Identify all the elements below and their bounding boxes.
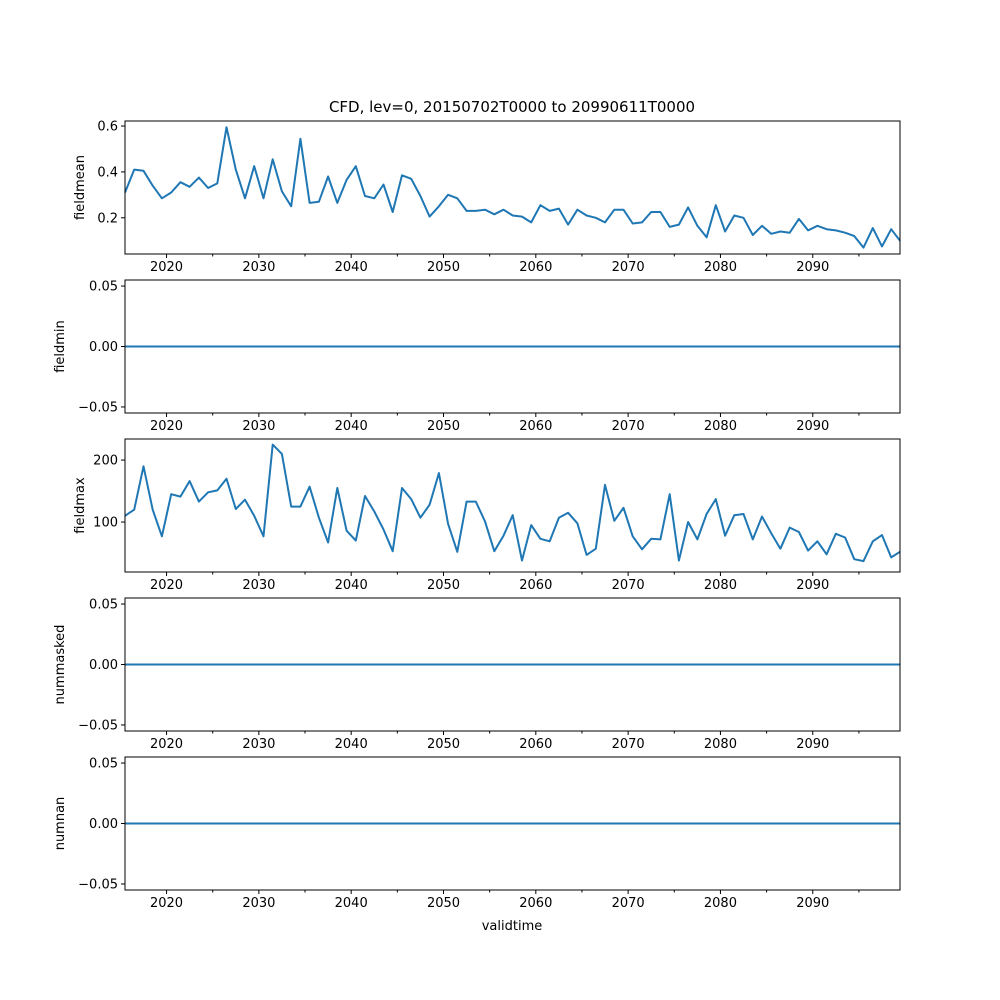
x-tick-label: 2050 (427, 737, 460, 752)
x-tick-label: 2040 (335, 578, 368, 593)
x-tick-label: 2030 (242, 737, 275, 752)
panel-fieldmin: −0.05 0.00 0.05 2020 2030 2040 2050 2060 2070 208… (53, 279, 901, 434)
y-tick-label: 0.00 (89, 340, 118, 355)
x-tick-label: 2050 (427, 578, 460, 593)
x-tick-label: 2040 (335, 260, 368, 275)
x-tick-label: 2080 (704, 260, 737, 275)
chart-title: CFD, lev=0, 20150702T0000 to 20990611T00… (329, 98, 695, 116)
y-tick-label: 0.05 (89, 757, 118, 772)
panel-numnan: −0.05 0.00 0.05 2020 2030 2040 2050 2060 2070 208… (53, 756, 901, 911)
y-tick-label: 0.05 (89, 280, 118, 295)
axes-frame (124, 120, 901, 255)
y-axis-label: fieldmax (73, 477, 88, 534)
series-line-fieldmean (124, 126, 901, 249)
x-tick-label: 2060 (519, 578, 552, 593)
x-tick-label: 2050 (427, 260, 460, 275)
x-tick-label: 2020 (150, 260, 183, 275)
x-tick-label: 2090 (796, 578, 829, 593)
x-tick-label: 2090 (796, 896, 829, 911)
x-tick-label: 2060 (519, 896, 552, 911)
x-axis-label: validtime (482, 919, 543, 934)
x-tick-label: 2060 (519, 737, 552, 752)
x-tick-label: 2030 (242, 578, 275, 593)
y-tick-label: 200 (93, 454, 118, 469)
x-tick-label: 2070 (612, 737, 645, 752)
y-axis-label: nummasked (53, 625, 68, 705)
x-tick-label: 2080 (704, 419, 737, 434)
x-tick-label: 2080 (704, 737, 737, 752)
x-tick-label: 2070 (612, 896, 645, 911)
y-tick-label: 0.2 (97, 211, 118, 226)
x-tick-label: 2080 (704, 578, 737, 593)
panel-nummasked: −0.05 0.00 0.05 2020 2030 2040 2050 2060 2070 208… (53, 597, 901, 752)
x-tick-label: 2030 (242, 260, 275, 275)
y-tick-label: −0.05 (78, 400, 118, 415)
x-tick-label: 2020 (150, 578, 183, 593)
x-tick-label: 2040 (335, 419, 368, 434)
y-tick-label: 0.00 (89, 658, 118, 673)
y-tick-label: 100 (93, 516, 118, 531)
y-tick-label: 0.00 (89, 817, 118, 832)
series-line-fieldmax (124, 443, 901, 563)
x-tick-label: 2020 (150, 737, 183, 752)
x-tick-label: 2070 (612, 419, 645, 434)
x-tick-label: 2030 (242, 419, 275, 434)
x-tick-label: 2040 (335, 737, 368, 752)
x-tick-label: 2060 (519, 419, 552, 434)
x-tick-label: 2090 (796, 419, 829, 434)
y-axis-label: numnan (53, 797, 68, 851)
y-tick-label: 0.05 (89, 598, 118, 613)
x-tick-label: 2050 (427, 896, 460, 911)
y-tick-label: −0.05 (78, 877, 118, 892)
x-tick-label: 2090 (796, 260, 829, 275)
x-tick-label: 2080 (704, 896, 737, 911)
x-tick-label: 2040 (335, 896, 368, 911)
panel-fieldmean: 0.2 0.4 0.6 2020 2030 2040 2050 2060 2070 2080 209… (73, 120, 901, 275)
axes-frame (124, 438, 901, 573)
y-axis-label: fieldmean (73, 155, 88, 220)
y-tick-label: 0.4 (97, 165, 118, 180)
x-tick-label: 2090 (796, 737, 829, 752)
x-tick-label: 2020 (150, 419, 183, 434)
x-tick-label: 2070 (612, 578, 645, 593)
y-tick-label: −0.05 (78, 718, 118, 733)
y-axis-label: fieldmin (53, 320, 68, 373)
x-tick-label: 2020 (150, 896, 183, 911)
x-tick-label: 2060 (519, 260, 552, 275)
x-tick-label: 2070 (612, 260, 645, 275)
panel-fieldmax: 100 200 2020 2030 2040 2050 2060 2070 2080 2090 fi… (73, 438, 901, 593)
x-tick-label: 2030 (242, 896, 275, 911)
x-tick-label: 2050 (427, 419, 460, 434)
y-tick-label: 0.6 (97, 120, 118, 135)
